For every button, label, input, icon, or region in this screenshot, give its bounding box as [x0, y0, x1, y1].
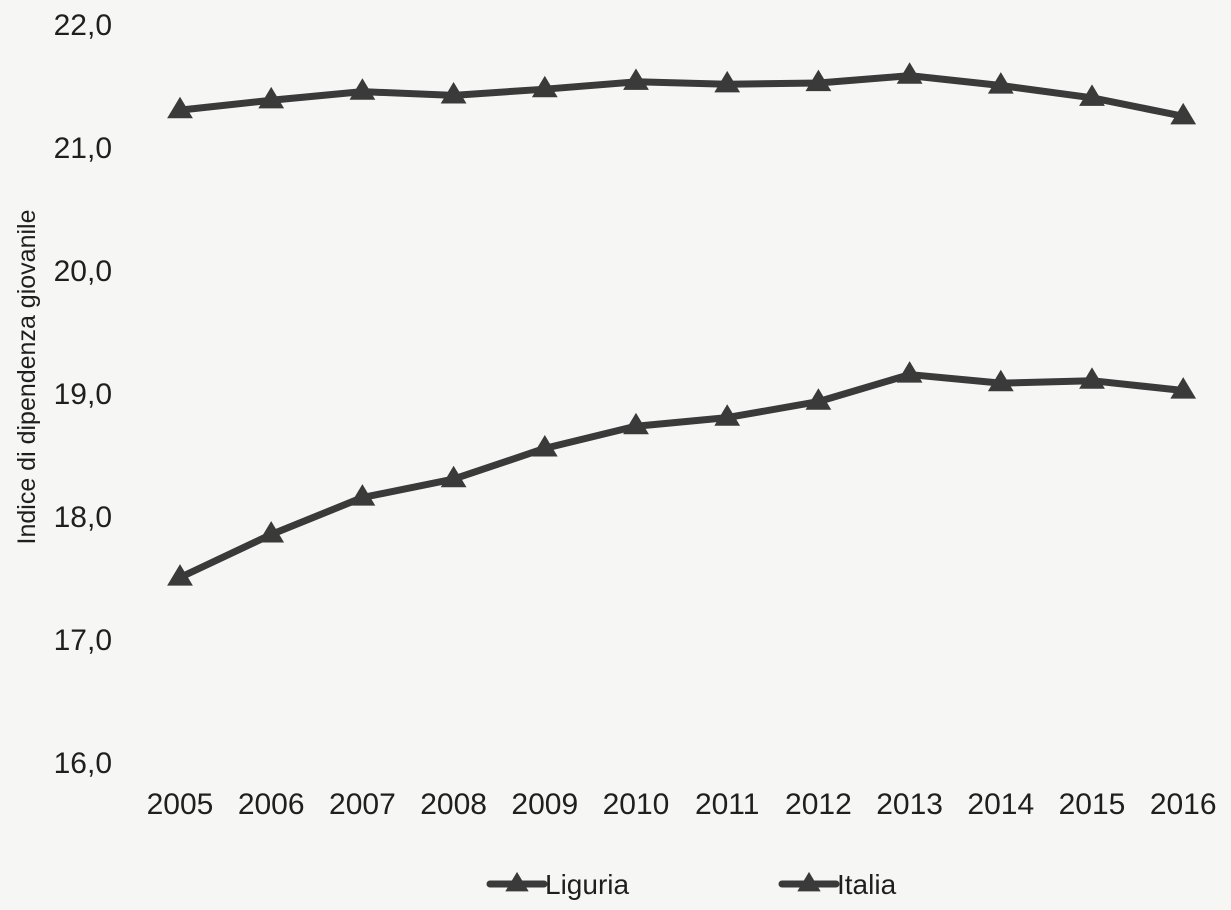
- data-point: [987, 72, 1014, 94]
- data-point: [440, 465, 467, 488]
- data-point: [896, 361, 923, 383]
- data-point: [349, 484, 376, 506]
- data-point: [987, 369, 1014, 392]
- data-point: [623, 412, 649, 435]
- y-axis-title: Indice di dipendenza giovanile: [13, 210, 41, 545]
- x-tick-label: 2006: [238, 788, 305, 821]
- data-point: [440, 81, 467, 104]
- data-point: [896, 62, 923, 84]
- x-tick-label: 2007: [329, 788, 396, 821]
- data-point: [805, 69, 832, 92]
- y-tick-label: 20,0: [54, 255, 112, 288]
- x-tick-label: 2005: [147, 788, 214, 821]
- series-line-liguria: [176, 371, 1187, 581]
- data-point: [714, 404, 741, 426]
- x-tick-label: 2014: [967, 788, 1034, 821]
- y-tick-label: 16,0: [54, 747, 112, 780]
- legend-item-italia: Italia: [778, 869, 897, 900]
- y-tick-label: 18,0: [54, 501, 112, 534]
- x-axis-tick-labels: 2005 2006 2007 2008 2009 2010 2011 2012 2013 2014…: [147, 788, 1217, 821]
- data-point: [531, 434, 558, 457]
- data-point: [258, 86, 285, 109]
- x-tick-label: 2009: [511, 788, 578, 821]
- x-tick-label: 2016: [1150, 788, 1217, 821]
- data-point: [167, 564, 193, 586]
- legend-label: Italia: [837, 869, 897, 900]
- y-tick-label: 21,0: [54, 132, 112, 165]
- legend: Liguria Italia: [486, 869, 897, 900]
- legend-marker: [505, 871, 529, 892]
- data-point: [623, 68, 649, 90]
- series-italia: [167, 62, 1197, 125]
- data-point: [714, 70, 741, 93]
- data-point: [1170, 377, 1197, 399]
- x-tick-label: 2010: [603, 788, 670, 821]
- data-point: [1079, 84, 1105, 106]
- x-tick-label: 2015: [1059, 788, 1126, 821]
- legend-item-liguria: Liguria: [486, 869, 629, 900]
- data-point: [349, 78, 376, 100]
- series-line-italia: [176, 72, 1187, 120]
- data-point: [1079, 367, 1105, 389]
- legend-marker: [797, 871, 821, 892]
- legend-label: Liguria: [545, 869, 629, 900]
- y-tick-label: 19,0: [54, 378, 112, 411]
- x-tick-label: 2011: [695, 788, 760, 821]
- x-tick-label: 2012: [785, 788, 852, 821]
- y-axis-tick-labels: 16,0 17,0 18,0 19,0 20,0 21,0 22,0: [54, 9, 112, 780]
- y-tick-label: 17,0: [54, 624, 112, 657]
- data-point: [1170, 102, 1197, 125]
- data-point: [258, 521, 285, 543]
- x-tick-label: 2008: [420, 788, 487, 821]
- y-tick-label: 22,0: [54, 9, 112, 42]
- data-point: [531, 75, 558, 98]
- x-tick-label: 2013: [876, 788, 943, 821]
- data-point: [805, 388, 832, 410]
- y-axis-title-group: Indice di dipendenza giovanile: [13, 210, 41, 545]
- series-layer: [167, 62, 1197, 586]
- data-point: [167, 96, 193, 119]
- series-liguria: [167, 361, 1197, 586]
